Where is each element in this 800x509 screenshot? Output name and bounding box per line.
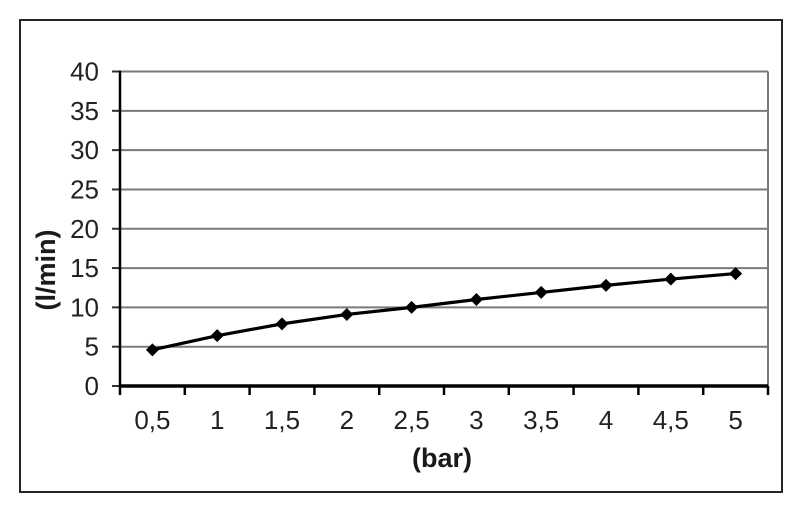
x-tick-label: 2,5 bbox=[394, 405, 430, 435]
x-axis-title: (bar) bbox=[412, 442, 472, 473]
data-point-marker bbox=[664, 272, 678, 286]
y-tick-label: 0 bbox=[85, 371, 99, 401]
data-point-marker bbox=[599, 278, 613, 292]
data-point-marker bbox=[405, 300, 419, 314]
x-tick-label: 3,5 bbox=[523, 405, 559, 435]
y-tick-label: 35 bbox=[70, 96, 99, 126]
x-tick-label: 1,5 bbox=[264, 405, 300, 435]
y-tick-label: 5 bbox=[85, 332, 99, 362]
x-tick-label: 1 bbox=[210, 405, 224, 435]
x-tick-label: 3 bbox=[469, 405, 483, 435]
y-tick-label: 10 bbox=[70, 292, 99, 322]
y-tick-label: 40 bbox=[70, 57, 99, 87]
data-point-marker bbox=[729, 267, 743, 281]
x-tick-label: 4 bbox=[599, 405, 613, 435]
series-line bbox=[150, 271, 738, 352]
x-tick-label: 2 bbox=[340, 405, 354, 435]
data-point-marker bbox=[145, 343, 159, 357]
data-point-marker bbox=[469, 293, 483, 307]
data-point-marker bbox=[275, 317, 289, 331]
x-tick-label: 4,5 bbox=[653, 405, 689, 435]
x-tick-label: 5 bbox=[728, 405, 742, 435]
y-axis-title: (l/min) bbox=[30, 229, 61, 311]
y-tick-label: 25 bbox=[70, 174, 99, 204]
y-tick-label: 20 bbox=[70, 214, 99, 244]
data-point-marker bbox=[340, 307, 354, 321]
y-tick-label: 30 bbox=[70, 135, 99, 165]
data-point-marker bbox=[210, 329, 224, 343]
data-point-marker bbox=[534, 285, 548, 299]
x-tick-label: 0,5 bbox=[134, 405, 170, 435]
y-tick-label: 15 bbox=[70, 253, 99, 283]
chart-frame bbox=[19, 19, 783, 493]
